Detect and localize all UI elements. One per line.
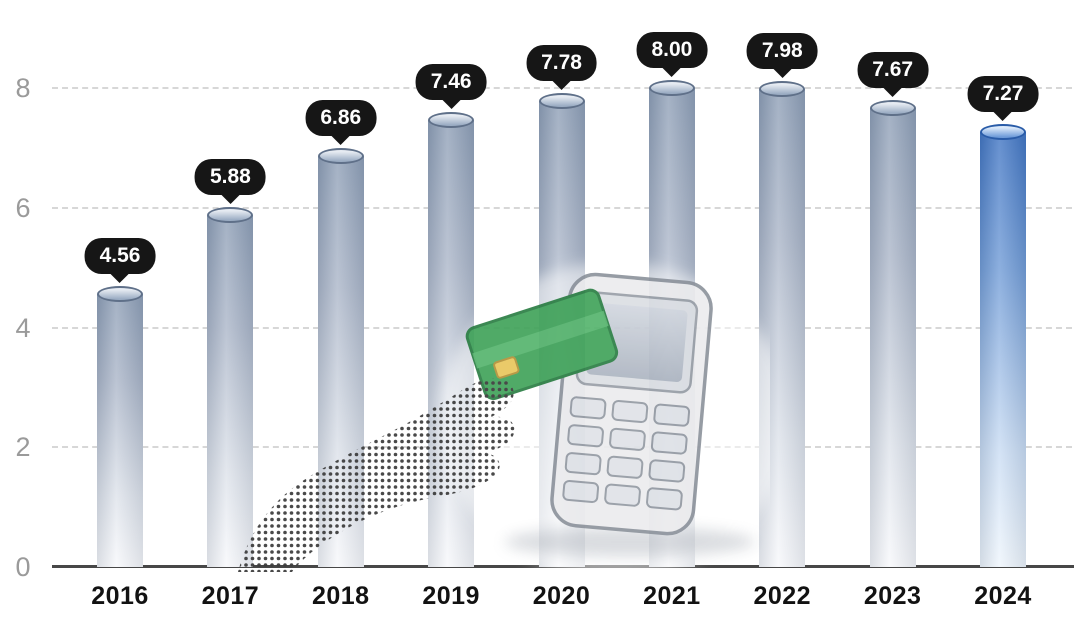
y-axis-tick-label: 6 <box>15 192 31 223</box>
illustration-backdrop <box>440 262 770 572</box>
y-axis-tick-label: 2 <box>15 432 31 463</box>
bar <box>97 285 143 568</box>
x-axis-tick-label: 2024 <box>974 582 1032 610</box>
x-axis-tick-label: 2020 <box>532 582 591 610</box>
bar-cap <box>538 93 585 110</box>
card-chip <box>493 356 520 379</box>
y-axis-tick-label: 4 <box>15 312 31 343</box>
value-callout: 7.46 <box>415 64 487 101</box>
bar <box>207 206 254 568</box>
value-callout: 6.86 <box>305 100 377 137</box>
bar <box>538 93 585 567</box>
bar-cap <box>207 206 254 223</box>
x-axis-tick-label: 2021 <box>643 582 701 610</box>
value-callout: 7.27 <box>967 75 1039 112</box>
x-axis-tick-label: 2018 <box>311 582 370 610</box>
bar <box>869 99 916 568</box>
bar-cap <box>428 112 475 129</box>
bar <box>317 148 364 567</box>
value-callout: 4.56 <box>84 237 156 274</box>
value-callout: 5.88 <box>194 158 266 195</box>
value-callout: 8.00 <box>636 32 708 68</box>
value-callout: 7.78 <box>526 45 597 82</box>
x-axis-tick-label: 2016 <box>91 582 149 610</box>
bar <box>759 81 806 567</box>
x-axis-tick-label: 2019 <box>422 582 480 610</box>
bar-cap <box>97 285 143 302</box>
bar-cap <box>317 148 364 165</box>
bar <box>980 123 1026 568</box>
x-axis-tick-label: 2017 <box>201 582 260 610</box>
bar-cap <box>980 123 1026 140</box>
x-axis-tick-label: 2023 <box>863 582 922 610</box>
x-axis-tick-label: 2022 <box>753 582 812 610</box>
bar <box>428 112 475 567</box>
y-axis-tick-label: 0 <box>15 552 31 582</box>
y-axis-tick-label: 8 <box>15 73 31 103</box>
bar-cap <box>648 80 695 96</box>
bar-cap <box>759 81 806 98</box>
value-callout: 7.98 <box>746 33 818 70</box>
bar <box>648 80 695 567</box>
value-callout: 7.67 <box>857 51 929 88</box>
bar-cap <box>869 99 916 116</box>
